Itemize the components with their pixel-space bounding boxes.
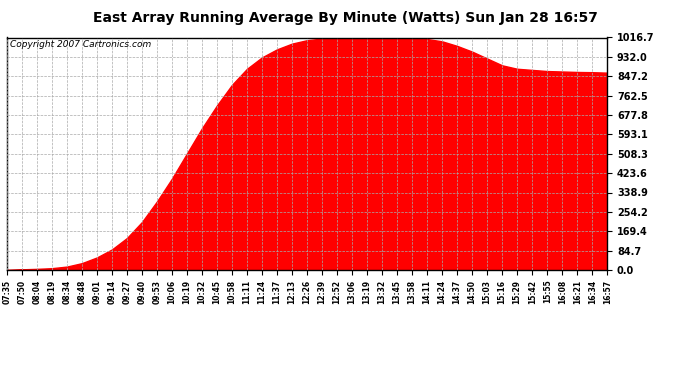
Text: East Array Running Average By Minute (Watts) Sun Jan 28 16:57: East Array Running Average By Minute (Wa… — [92, 11, 598, 25]
Text: Copyright 2007 Cartronics.com: Copyright 2007 Cartronics.com — [10, 40, 151, 49]
